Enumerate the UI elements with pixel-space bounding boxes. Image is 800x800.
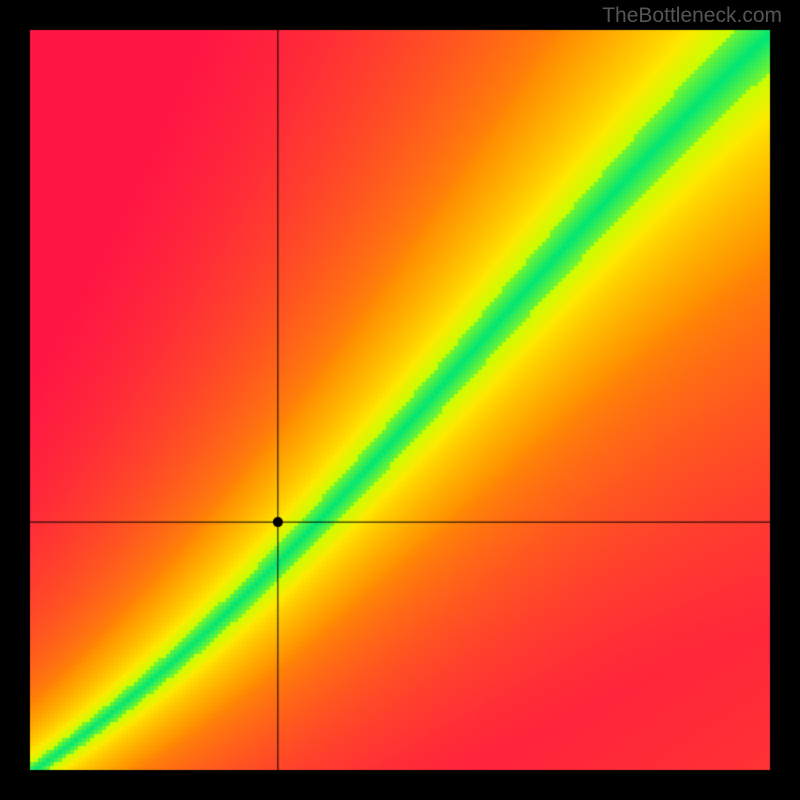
watermark-text: TheBottleneck.com <box>602 4 782 28</box>
chart-container: TheBottleneck.com <box>0 0 800 800</box>
bottleneck-heatmap <box>0 0 800 800</box>
